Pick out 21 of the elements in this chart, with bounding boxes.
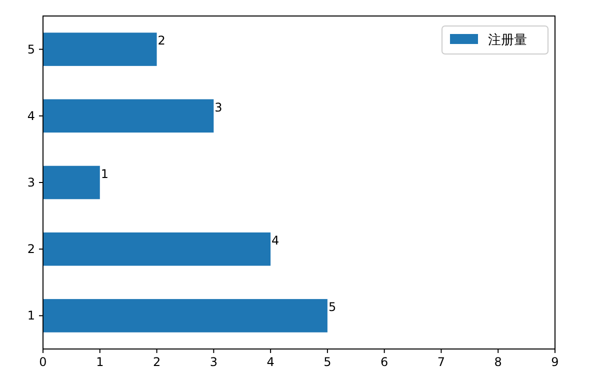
x-tick-label: 1 (96, 355, 104, 369)
data-label: 3 (214, 100, 222, 114)
x-tick-label: 6 (380, 355, 388, 369)
data-label: 1 (100, 166, 109, 181)
x-tick-label: 8 (494, 355, 502, 369)
x-tick-label: 7 (437, 355, 446, 369)
data-label: 4 (272, 233, 280, 248)
data-label: 2 (158, 34, 166, 48)
data-label: 5 (328, 300, 336, 314)
x-tick-label: 5 (324, 355, 332, 369)
y-tick-label: 4 (27, 108, 35, 123)
y-tick-label: 5 (27, 42, 35, 56)
y-tick-label: 3 (27, 176, 35, 190)
x-tick-label: 3 (210, 355, 218, 369)
x-tick-label: 2 (152, 355, 161, 369)
x-tick-label: 9 (551, 355, 559, 369)
legend-label: 注册量 (488, 33, 527, 48)
x-tick-label: 0 (39, 355, 47, 369)
x-tick-label: 4 (266, 355, 274, 369)
y-tick-label: 2 (27, 242, 35, 256)
y-tick-label: 1 (27, 308, 35, 323)
